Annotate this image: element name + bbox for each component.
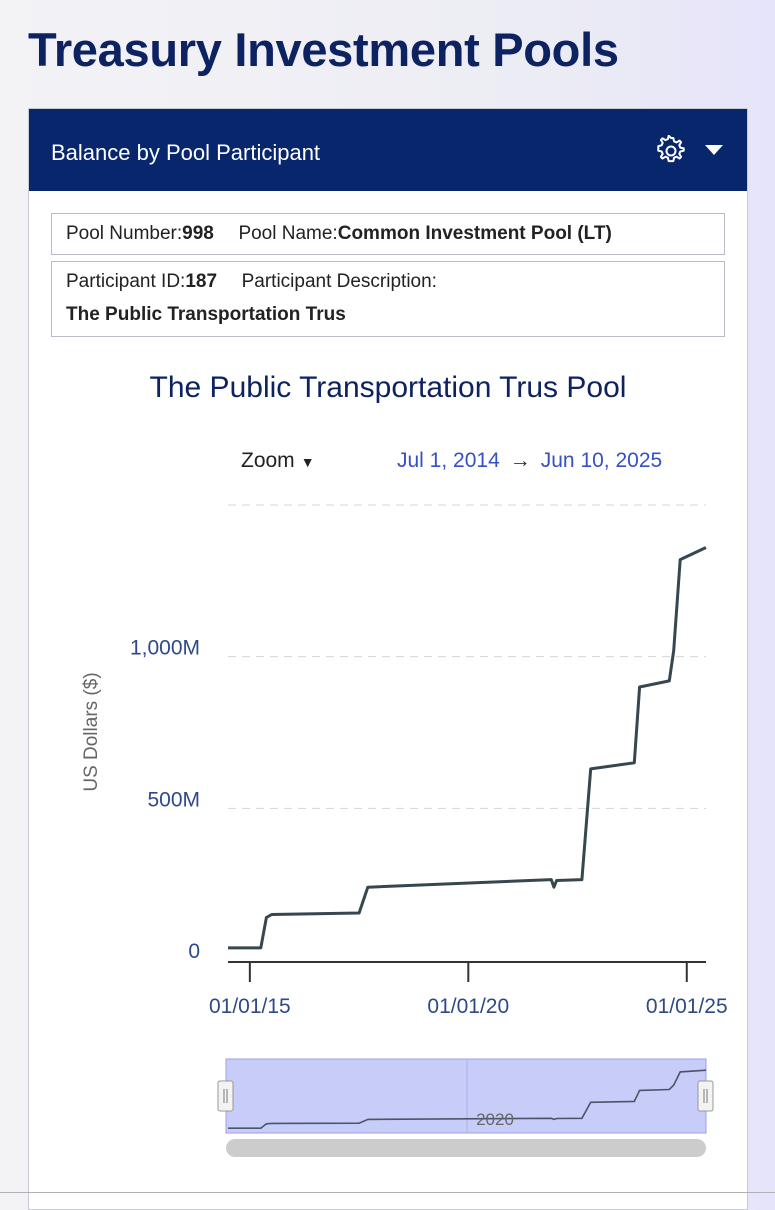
bottom-divider: [0, 1192, 775, 1193]
panel-title: Balance by Pool Participant: [51, 140, 321, 165]
pool-info-box: Pool Number:998 Pool Name:Common Investm…: [51, 213, 725, 255]
panel-header: Balance by Pool Participant: [29, 109, 747, 191]
range-end[interactable]: Jun 10, 2025: [540, 449, 663, 472]
participant-description-label: Participant Description:: [241, 271, 437, 292]
pool-name: Common Investment Pool (LT): [337, 223, 612, 244]
pool-name-label: Pool Name:: [238, 223, 338, 244]
chart-title: The Public Transportation Trus Pool: [149, 371, 627, 404]
date-range: Jul 1, 2014 → Jun 10, 2025: [397, 449, 662, 473]
participant-id: 187: [185, 271, 218, 292]
range-start[interactable]: Jul 1, 2014: [397, 449, 500, 472]
balance-panel: Balance by Pool Participant Pool Number:…: [28, 108, 748, 1210]
participant-id-label: Participant ID:: [66, 271, 186, 292]
chevron-down-icon: ▼: [300, 454, 315, 470]
pool-number-label: Pool Number:: [66, 223, 183, 244]
gear-icon[interactable]: [655, 135, 687, 167]
pool-number: 998: [182, 223, 214, 244]
caret-down-icon[interactable]: [705, 145, 723, 155]
page-title: Treasury Investment Pools: [28, 23, 619, 76]
zoom-dropdown[interactable]: Zoom ▼: [241, 449, 315, 473]
participant-description: The Public Transportation Trus: [66, 304, 346, 325]
zoom-label: Zoom: [241, 449, 295, 472]
range-arrow: →: [509, 449, 531, 472]
participant-info-box: Participant ID:187 Participant Descripti…: [51, 261, 725, 337]
